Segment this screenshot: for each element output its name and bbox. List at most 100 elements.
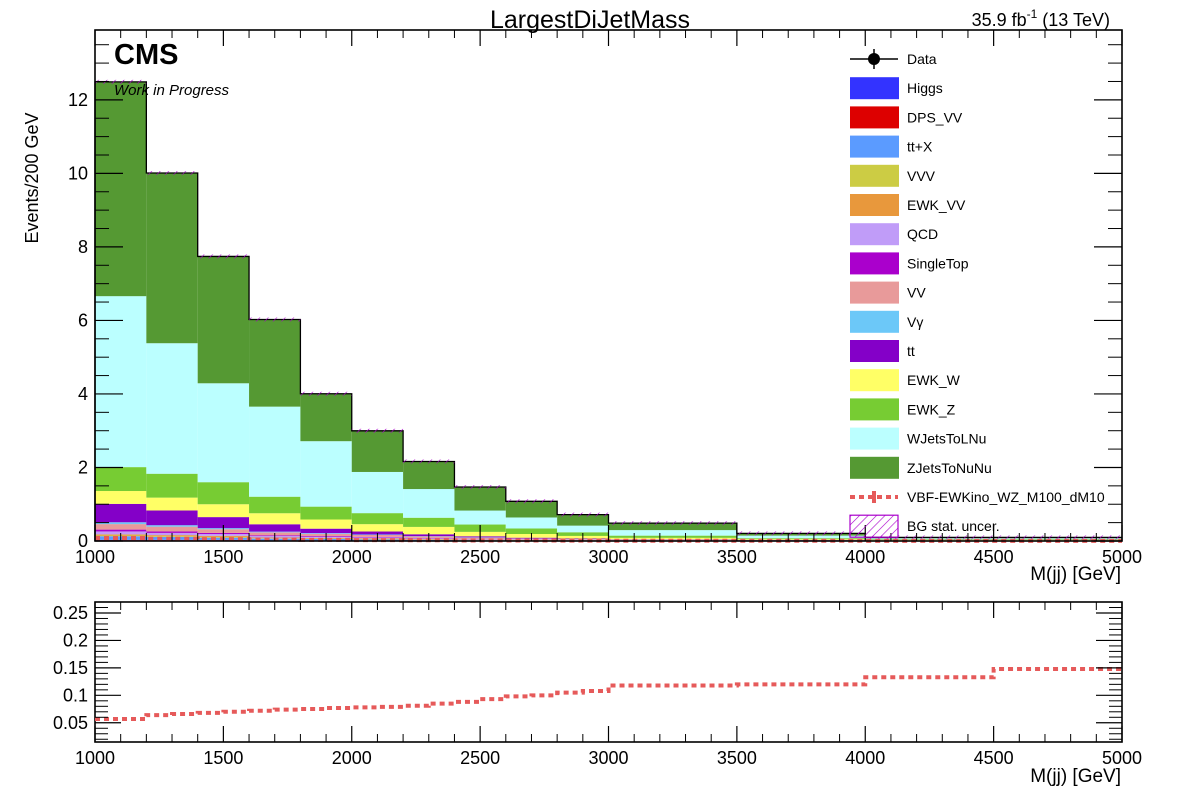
legend-label-ewk-z: EWK_Z [907,401,956,417]
main-y-tick-4: 4 [78,384,88,404]
legend-label-tt: tt [907,343,915,359]
main-x-tick-1000: 1000 [75,547,115,567]
legend-label-qcd: QCD [907,226,938,242]
ratio-x-label: M(jj) [GeV] [1030,766,1121,787]
legend-swatch-wjetstolnu [850,427,899,450]
legend-label-zjetstonunu: ZJetsToNuNu [907,460,992,476]
bar-tt-0 [95,503,147,523]
bar-ewk-z-10 [608,535,737,538]
main-y-tick-10: 10 [68,163,88,183]
legend-swatch-tt-x [850,135,899,158]
bar-ewk-w-10 [608,537,737,540]
legend-label-tt-x: tt+X [907,139,933,155]
legend-label-wjetstolnu: WJetsToLNu [907,431,986,447]
ratio-x-tick-1500: 1500 [203,748,243,768]
main-x-tick-3500: 3500 [717,547,757,567]
bar-ewk-z-0 [95,467,147,492]
bar-singletop-0 [95,529,147,532]
bar-zjetstonunu-3 [249,319,301,407]
bar-wjetstolnu-2 [197,383,250,483]
legend-swatch-v- [850,310,899,333]
uncertainty-band-2 [197,254,250,259]
ratio-x-tick-2000: 2000 [332,748,372,768]
bar-wjetstolnu-7 [454,510,506,525]
main-y-tick-12: 12 [68,90,88,110]
bar-zjetstonunu-10 [608,523,737,531]
legend-label-data: Data [907,51,937,67]
bar-wjetstolnu-0 [95,296,147,468]
legend-swatch-vv [850,281,899,304]
bar-singletop-1 [146,531,198,533]
legend-label-vbf-ewkino-wz-m100-dm10: VBF-EWKino_WZ_M100_dM10 [907,489,1105,505]
lumi-sup: -1 [1027,7,1038,21]
ratio-dashed-line [95,666,1122,721]
main-x-label: M(jj) [GeV] [1030,564,1121,585]
legend-marker-data [868,53,880,65]
legend-label-singletop: SingleTop [907,255,969,271]
bar-v--0 [95,522,147,525]
bar-wjetstolnu-5 [351,471,404,514]
ratio-x-tick-2500: 2500 [460,748,500,768]
bar-zjetstonunu-2 [197,256,250,384]
bar-tt-4 [300,528,352,534]
bar-vv-0 [95,524,147,530]
bar-ewk-z-6 [403,517,455,527]
bar-wjetstolnu-11 [736,535,866,539]
bar-ewk-z-8 [505,528,558,535]
legend-label-bg-stat-uncer-: BG stat. uncer. [907,518,1000,534]
ratio-x-tick-3000: 3000 [588,748,628,768]
main-plot: 1000 1500 2000 2500 3000 3500 4000 4500 5000 0 2 4 6… [22,29,1142,585]
ratio-x-tick-1000: 1000 [75,748,115,768]
uncertainty-band-9 [557,512,609,517]
bar-ewk-z-3 [249,496,301,514]
bar-tt-1 [146,510,198,526]
bar-tt-5 [351,531,404,535]
bar-ewk-w-2 [197,504,250,518]
ratio-y-tick-2: 0.15 [53,658,88,678]
uncertainty-band-4 [300,391,352,396]
legend: Data Higgs DPS_VV tt+X VVV EWK_VV QCD SingleTop… [849,49,1105,538]
main-x-tick-4500: 4500 [974,547,1014,567]
bar-qcd-0 [95,531,147,535]
bar-zjetstonunu-1 [146,173,198,344]
lumi-label: 35.9 fb-1 (13 TeV) [972,7,1110,30]
bar-ewk-w-11 [736,539,866,541]
bar-wjetstolnu-4 [300,441,352,507]
uncertainty-band-1 [146,171,198,176]
ratio-y-tick-0: 0.05 [53,713,88,733]
bar-ewk-w-6 [403,526,455,535]
main-x-tick-3000: 3000 [588,547,628,567]
legend-swatch-ewk-w [850,369,899,392]
uncertainty-band-5 [351,428,404,433]
bar-ewk-z-2 [197,482,250,505]
legend-swatch-singletop [850,252,899,275]
bar-ewk-z-4 [300,506,352,520]
bar-ewk-w-0 [95,491,147,504]
ratio-x-tick-3500: 3500 [717,748,757,768]
ratio-y-tick-4: 0.25 [53,603,88,623]
legend-swatch-tt [850,340,899,362]
main-y-tick-2: 2 [78,457,88,477]
bar-tt-3 [249,524,301,532]
uncertainty-band-10 [608,521,737,526]
main-x-tick-5000: 5000 [1102,547,1142,567]
bar-zjetstonunu-0 [95,81,147,297]
bar-zjetstonunu-4 [300,393,352,442]
uncertainty-band-6 [403,459,455,464]
legend-label-v-: Vγ [907,314,923,330]
ratio-frame [94,601,1123,743]
legend-label-ewk-vv: EWK_VV [907,197,966,213]
bar-ewk-z-1 [146,473,198,498]
ratio-plot: 1000 1500 2000 2500 3000 3500 4000 4500 5000 0.05… [53,601,1142,787]
cms-label: CMS [114,39,178,71]
bar-ewk-w-3 [249,513,301,525]
legend-label-ewk-w: EWK_W [907,372,961,388]
main-y-label: Events/200 GeV [22,112,42,243]
bar-ewk-z-11 [736,538,866,540]
legend-swatch-uncertainty [849,514,899,538]
uncertainty-band-8 [505,499,558,504]
bar-v--1 [146,525,198,527]
main-x-tick-2500: 2500 [460,547,500,567]
ratio-signal-line [95,666,1122,721]
lumi-tail: (13 TeV) [1037,10,1110,30]
